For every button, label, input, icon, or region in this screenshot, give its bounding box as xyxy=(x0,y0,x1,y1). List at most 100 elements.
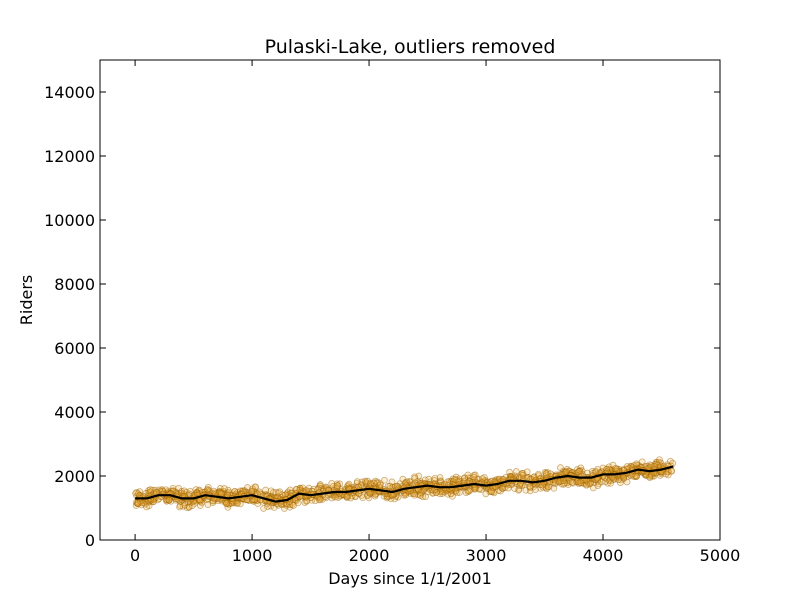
x-axis-title: Days since 1/1/2001 xyxy=(328,569,492,588)
y-tick-label: 6000 xyxy=(54,339,95,358)
scatter-point xyxy=(547,470,555,478)
scatter-point xyxy=(248,487,256,495)
y-axis-title: Riders xyxy=(17,275,36,325)
trend-line-layer xyxy=(135,465,674,503)
scatter-point xyxy=(376,481,384,489)
y-tick-label: 2000 xyxy=(54,467,95,486)
scatter-point xyxy=(532,486,539,493)
scatter-point xyxy=(464,471,472,479)
scatter-point xyxy=(333,484,341,492)
scatter-point xyxy=(465,487,473,495)
scatter-point xyxy=(538,481,546,489)
scatter-point xyxy=(557,464,564,471)
scatter-point xyxy=(530,473,538,481)
scatter-point xyxy=(460,477,468,485)
scatter-point xyxy=(262,486,269,494)
scatter-point xyxy=(386,482,394,490)
scatter-point xyxy=(343,493,351,500)
scatter-point xyxy=(353,478,361,485)
y-tick-label: 4000 xyxy=(54,403,95,422)
scatter-point xyxy=(612,465,619,472)
scatter-point xyxy=(334,482,341,489)
scatter-point xyxy=(217,490,225,498)
scatter-point xyxy=(656,456,663,464)
scatter-point xyxy=(470,473,478,481)
scatter-point xyxy=(223,500,230,508)
scatter-point xyxy=(389,492,396,499)
y-tick-label: 12000 xyxy=(44,147,95,166)
scatter-point xyxy=(542,470,550,478)
scatter-point xyxy=(576,479,584,486)
scatter-point xyxy=(176,503,183,511)
scatter-point xyxy=(303,497,311,505)
scatter-point xyxy=(452,487,460,495)
scatter-point xyxy=(332,493,339,501)
scatter-point xyxy=(462,489,470,496)
axis-ticks xyxy=(100,60,721,541)
x-tick-label: 4000 xyxy=(583,546,624,565)
scatter-point xyxy=(431,476,438,484)
scatter-point xyxy=(370,479,378,487)
chart-title: Pulaski-Lake, outliers removed xyxy=(265,36,556,58)
scatter-point xyxy=(275,489,282,497)
scatter-point xyxy=(449,492,456,500)
scatter-point xyxy=(632,472,640,480)
scatter-point xyxy=(411,491,419,499)
x-tick-label: 5000 xyxy=(700,546,741,565)
scatter-point xyxy=(185,504,193,511)
scatter-point xyxy=(251,496,259,504)
y-tick-label: 14000 xyxy=(44,83,95,102)
scatter-point xyxy=(132,489,139,497)
scatter-point xyxy=(544,483,552,491)
scatter-point xyxy=(264,503,271,510)
scatter-point xyxy=(152,488,160,496)
scatter-point xyxy=(233,500,241,507)
scatter-point xyxy=(221,485,228,492)
scatter-point xyxy=(574,468,582,475)
y-tick-label: 10000 xyxy=(44,211,95,230)
scatter-point xyxy=(180,487,188,495)
scatter-point xyxy=(393,482,401,490)
scatter-point xyxy=(290,502,297,509)
scatter-point xyxy=(623,463,631,470)
plot-area-frame xyxy=(99,59,721,541)
x-tick-label: 1000 xyxy=(232,546,273,565)
scatter-point xyxy=(599,464,607,472)
scatter-point xyxy=(293,485,301,493)
x-tick-label: 3000 xyxy=(466,546,507,565)
tick-labels: 0 1000 2000 3000 4000 5000 0 2000 4000 6000 8000 10… xyxy=(44,83,740,565)
x-tick-label: 0 xyxy=(130,546,140,565)
scatter-point xyxy=(314,486,322,493)
scatter-point xyxy=(487,488,495,495)
scatter-point xyxy=(210,487,218,495)
scatter-point xyxy=(523,468,531,476)
scatter-point xyxy=(193,489,201,497)
scatter-point xyxy=(568,479,576,486)
scatter-point xyxy=(205,487,213,494)
scatter-point xyxy=(316,496,324,503)
scatter-point xyxy=(601,478,609,485)
y-tick-label: 0 xyxy=(85,531,95,550)
scatter-point xyxy=(620,474,628,482)
scatter-point xyxy=(196,497,204,505)
scatter-point xyxy=(589,484,597,492)
scatter-point xyxy=(555,478,563,486)
y-tick-label: 8000 xyxy=(54,275,95,294)
scatter-point xyxy=(411,474,419,482)
scatter-point xyxy=(146,486,154,493)
scatter-point xyxy=(633,460,641,468)
trend-line xyxy=(135,465,674,503)
scatter-point xyxy=(479,475,486,482)
scatter-point xyxy=(260,505,267,512)
scatter-point xyxy=(436,490,444,498)
scatter-point xyxy=(165,496,173,504)
scatter-point xyxy=(646,474,654,481)
scatter-point xyxy=(364,477,371,485)
x-tick-label: 2000 xyxy=(349,546,390,565)
scatter-point xyxy=(302,487,310,494)
scatter-point xyxy=(134,500,142,508)
scatter-point xyxy=(662,470,670,478)
scatter-point xyxy=(481,474,488,481)
